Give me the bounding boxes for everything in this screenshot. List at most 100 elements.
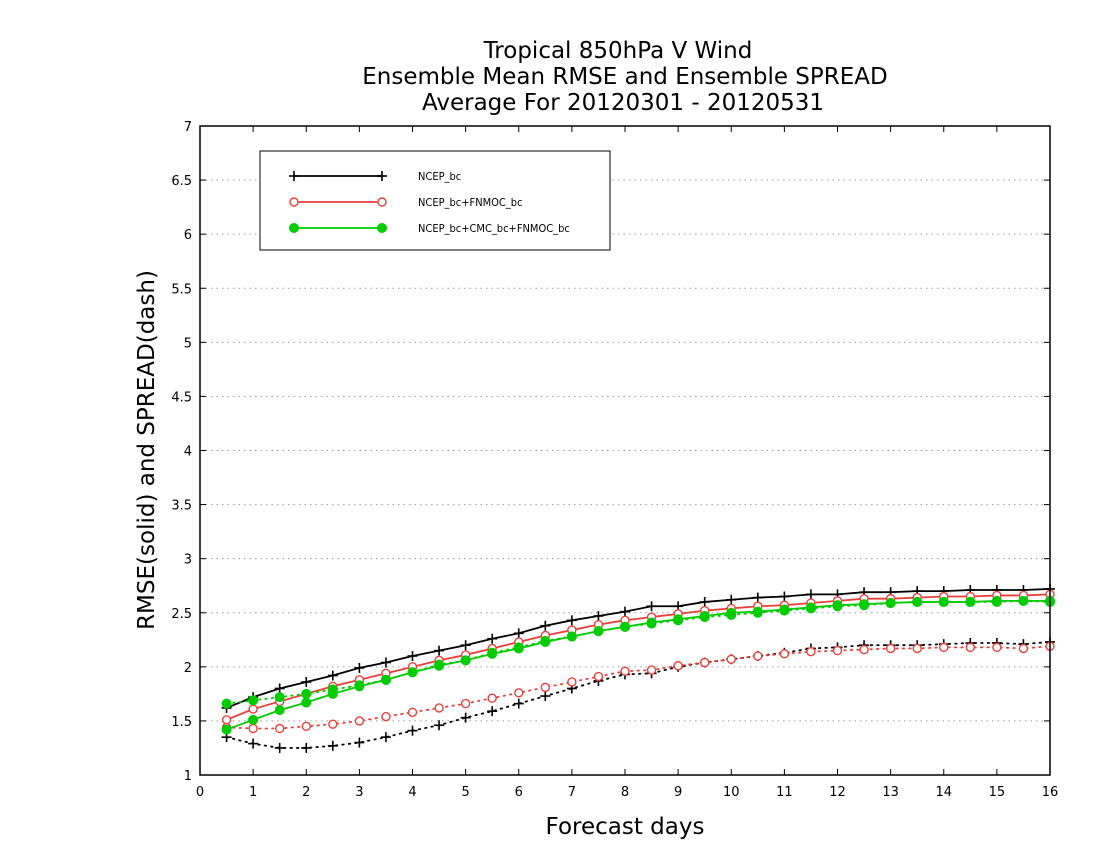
spread-point	[965, 596, 976, 607]
chart-title-line-1: Tropical 850hPa V Wind	[483, 38, 753, 64]
spread-point	[380, 674, 391, 685]
spread-line	[225, 641, 1051, 749]
legend-marker	[377, 197, 387, 207]
spread-point	[248, 723, 258, 734]
spread-point	[673, 661, 683, 671]
rmse-point	[752, 592, 763, 603]
spread-point	[248, 738, 259, 749]
spread-point	[460, 655, 471, 666]
spread-point	[460, 698, 471, 709]
spread-point	[540, 691, 551, 702]
y-tick-label: 3	[184, 553, 192, 568]
spread-point	[1018, 643, 1029, 654]
x-tick-label: 4	[408, 785, 416, 800]
rmse-line	[226, 588, 1051, 709]
spread-point	[859, 644, 869, 655]
spread-point	[301, 742, 312, 753]
rmse-point	[301, 697, 312, 708]
legend: NCEP_bc NCEP_bc+FNMOC_bc NCEP_bc+CMC_bc+FN…	[259, 150, 611, 251]
series-0	[221, 583, 1055, 753]
x-axis-label: Forecast days	[546, 814, 705, 840]
spread-point	[832, 601, 843, 612]
plot-frame	[199, 125, 1051, 776]
spread-point	[779, 649, 790, 659]
y-tick-label: 2.5	[171, 607, 192, 622]
rmse-line	[226, 599, 1050, 731]
rmse-point	[726, 594, 737, 605]
x-tick-label: 0	[196, 785, 204, 800]
x-tick-label: 3	[355, 785, 363, 800]
spread-point	[301, 721, 311, 732]
x-tick-label: 12	[829, 785, 846, 800]
rmse-point	[248, 714, 259, 725]
y-tick-label: 6	[184, 228, 192, 243]
spread-point	[646, 618, 657, 629]
spread-point	[938, 596, 949, 607]
y-tick-label: 1.5	[171, 715, 192, 730]
spread-point	[327, 740, 338, 751]
rmse-point	[620, 606, 630, 617]
chart-title: Tropical 850hPa V Wind Ensemble Mean RMS…	[362, 38, 887, 116]
spread-point	[1018, 595, 1029, 606]
legend-label: NCEP_bc+CMC_bc+FNMOC_bc	[418, 222, 570, 235]
spread-point	[274, 742, 285, 753]
spread-point	[434, 659, 445, 670]
spread-point	[965, 642, 976, 653]
spread-point	[859, 600, 870, 611]
spread-point	[460, 712, 471, 723]
spread-point	[513, 698, 524, 709]
y-tick-label: 5	[184, 336, 192, 351]
spread-point	[726, 609, 737, 620]
spread-point	[540, 682, 551, 693]
y-tick-label: 4.5	[171, 390, 192, 405]
y-tick-label: 7	[184, 120, 192, 135]
legend-marker	[377, 223, 387, 233]
spread-point	[354, 680, 365, 691]
legend-marker	[377, 171, 387, 181]
spread-point	[779, 605, 790, 616]
legend-entry-1: NCEP_bc+FNMOC_bc	[289, 196, 523, 209]
legend-marker	[289, 171, 299, 181]
y-tick-label: 1	[184, 769, 192, 784]
x-tick-label: 11	[776, 785, 793, 800]
spread-point	[566, 631, 577, 642]
rmse-point	[699, 596, 710, 607]
spread-point	[885, 643, 896, 654]
x-tick-label: 6	[515, 785, 523, 800]
spread-point	[699, 612, 710, 623]
spread-point	[939, 642, 949, 653]
spread-point	[567, 677, 577, 687]
series-2	[221, 595, 1055, 735]
rmse-point	[274, 683, 285, 694]
x-tick-label: 5	[461, 785, 469, 800]
rmse-point	[460, 640, 471, 651]
x-tick-label: 9	[674, 785, 682, 800]
y-axis: 1 1.5 2 2.5 3 3.5 4 4.5 5 5.5 6 6.5 7	[171, 120, 1050, 784]
rmse-point	[407, 651, 418, 662]
spread-point	[487, 706, 498, 717]
rmse-point	[646, 601, 657, 612]
spread-point	[274, 692, 285, 703]
legend-label: NCEP_bc	[418, 170, 461, 183]
rmse-point	[354, 662, 365, 673]
spread-point	[726, 654, 736, 664]
x-tick-label: 13	[882, 785, 899, 800]
y-tick-label: 4	[184, 445, 192, 460]
spread-point	[407, 725, 418, 736]
spread-point	[328, 719, 338, 729]
rmse-point	[566, 615, 577, 626]
rmse-point	[301, 676, 312, 687]
rmse-point	[434, 645, 445, 656]
series-1	[221, 589, 1055, 734]
x-tick-label: 2	[302, 785, 310, 800]
rmse-point	[221, 715, 232, 725]
chart-title-line-3: Average For 20120301 - 20120531	[422, 90, 824, 116]
spread-point	[753, 651, 763, 661]
legend-entry-0: NCEP_bc	[289, 170, 461, 183]
series-layer	[221, 583, 1055, 753]
spread-point	[514, 688, 524, 698]
y-tick-label: 6.5	[171, 174, 192, 189]
spread-point	[434, 703, 444, 713]
spread-point	[991, 596, 1002, 607]
legend-entry-2: NCEP_bc+CMC_bc+FNMOC_bc	[289, 222, 570, 235]
